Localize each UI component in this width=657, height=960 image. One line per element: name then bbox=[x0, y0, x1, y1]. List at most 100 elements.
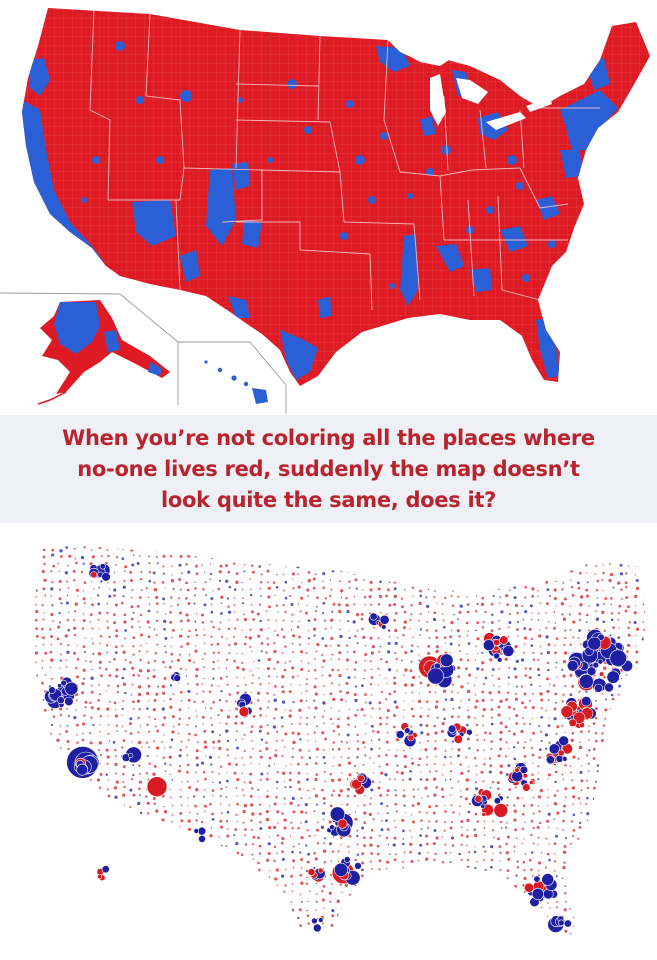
county-dot bbox=[450, 804, 453, 807]
county-bubble bbox=[307, 868, 316, 876]
county-dot bbox=[364, 549, 367, 552]
county-bubble bbox=[497, 657, 503, 663]
county-dot bbox=[329, 594, 332, 598]
county-dot bbox=[595, 923, 597, 926]
county-dot bbox=[194, 837, 199, 841]
county-dot bbox=[36, 804, 39, 808]
county-dot bbox=[139, 658, 142, 662]
county-dot bbox=[265, 610, 268, 613]
county-dot bbox=[497, 587, 501, 590]
county-dot bbox=[292, 810, 296, 814]
county-dot bbox=[594, 853, 596, 855]
county-dot bbox=[467, 709, 469, 712]
county-dot bbox=[460, 941, 462, 943]
county-dot bbox=[491, 578, 493, 581]
county-dot bbox=[322, 749, 325, 751]
county-dot bbox=[252, 915, 256, 919]
county-dot bbox=[122, 869, 125, 872]
county-bubble bbox=[198, 834, 206, 843]
county-dot bbox=[115, 674, 119, 678]
county-dot bbox=[585, 621, 588, 624]
county-dot bbox=[356, 629, 359, 632]
county-dot bbox=[483, 859, 486, 862]
county-dot bbox=[115, 603, 118, 607]
county-dot bbox=[393, 681, 397, 685]
county-dot bbox=[248, 875, 253, 879]
county-dot bbox=[444, 804, 446, 807]
county-dot bbox=[84, 860, 87, 863]
county-dot bbox=[235, 572, 239, 576]
county-dot bbox=[155, 809, 159, 813]
county-dot bbox=[548, 683, 551, 686]
county-dot bbox=[505, 930, 508, 934]
county-dot bbox=[420, 901, 423, 904]
county-dot bbox=[66, 724, 69, 727]
county-dot bbox=[458, 635, 461, 638]
county-dot bbox=[465, 555, 468, 558]
county-dot bbox=[169, 684, 173, 687]
county-dot bbox=[562, 828, 565, 831]
county-dot bbox=[123, 785, 126, 789]
county-dot bbox=[402, 626, 406, 630]
county-dot bbox=[241, 788, 244, 791]
county-dot bbox=[619, 803, 623, 807]
county-bubble bbox=[523, 882, 534, 893]
county-bubble bbox=[548, 743, 560, 755]
county-dot bbox=[83, 844, 85, 847]
county-dot bbox=[536, 826, 540, 829]
county-dot bbox=[211, 930, 215, 933]
county-dot bbox=[314, 564, 318, 568]
county-dot bbox=[530, 833, 533, 837]
county-dot bbox=[60, 835, 64, 840]
county-dot bbox=[220, 812, 223, 815]
county-dot bbox=[163, 546, 166, 550]
county-dot bbox=[481, 930, 485, 934]
county-dot bbox=[585, 851, 587, 854]
county-dot bbox=[579, 571, 582, 575]
county-dot bbox=[307, 579, 311, 583]
county-dot bbox=[218, 781, 222, 784]
county-dot bbox=[378, 572, 381, 575]
county-dot bbox=[58, 597, 62, 601]
county-dot bbox=[65, 659, 67, 662]
county-dot bbox=[203, 860, 206, 862]
county-dot bbox=[449, 635, 453, 639]
county-dot bbox=[89, 732, 92, 735]
county-dot bbox=[178, 914, 181, 917]
county-dot bbox=[411, 644, 414, 647]
county-dot bbox=[435, 770, 438, 773]
county-dot bbox=[355, 917, 357, 919]
county-dot bbox=[236, 618, 239, 621]
county-dot bbox=[508, 666, 511, 669]
county-dot bbox=[114, 845, 117, 849]
county-dot bbox=[220, 690, 223, 693]
county-dot bbox=[225, 877, 228, 879]
county-dot bbox=[34, 667, 36, 670]
county-dot bbox=[537, 869, 540, 872]
county-dot bbox=[442, 619, 445, 622]
county-dot bbox=[220, 787, 223, 791]
county-dot bbox=[499, 893, 502, 895]
county-dot bbox=[476, 906, 479, 909]
county-dot bbox=[84, 706, 87, 709]
county-dot bbox=[363, 821, 366, 825]
county-dot bbox=[132, 899, 134, 901]
county-dot bbox=[546, 915, 549, 918]
county-dot bbox=[124, 629, 128, 632]
county-dot bbox=[497, 705, 501, 709]
county-dot bbox=[459, 658, 463, 661]
county-dot bbox=[291, 731, 295, 735]
county-dot bbox=[194, 804, 197, 808]
county-dot bbox=[234, 627, 237, 630]
county-dot bbox=[473, 828, 476, 831]
county-dot bbox=[74, 557, 77, 560]
county-dot bbox=[284, 596, 288, 600]
county-dot bbox=[402, 931, 406, 935]
county-dot bbox=[464, 922, 468, 925]
county-dot bbox=[360, 937, 365, 939]
county-dot bbox=[410, 604, 413, 607]
county-dot bbox=[227, 605, 230, 608]
county-dot bbox=[156, 685, 159, 688]
county-dot bbox=[497, 837, 500, 841]
county-dot bbox=[56, 738, 60, 742]
